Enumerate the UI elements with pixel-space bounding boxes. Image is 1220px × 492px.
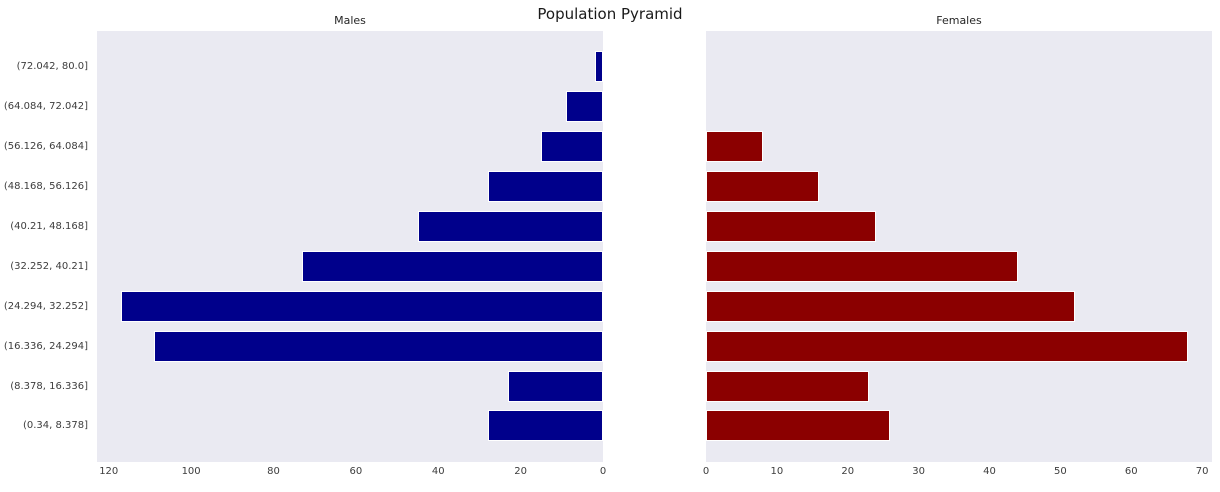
male-bar (565, 91, 603, 123)
female-bar (706, 370, 869, 402)
female-bar (706, 131, 763, 163)
x-tick-label: 20 (841, 466, 855, 477)
bar-row (706, 326, 1212, 366)
age-bin-label: (64.084, 72.042] (3, 101, 88, 113)
bar-row (706, 286, 1212, 326)
female-bar (706, 290, 1075, 322)
female-bar (706, 211, 877, 242)
bar-row (97, 326, 603, 366)
x-tick-label: 0 (599, 466, 607, 477)
x-tick-label: 100 (181, 466, 201, 477)
bar-row (97, 286, 603, 326)
bar-row (706, 366, 1212, 406)
bar-row (706, 167, 1212, 207)
females-x-axis: 0 10 20 30 40 50 60 70 (702, 466, 1212, 480)
age-bin-label: (16.336, 24.294] (3, 340, 88, 352)
x-tick-label: 60 (349, 466, 363, 477)
age-bin-label: (24.294, 32.252] (3, 300, 88, 312)
male-bar (417, 211, 603, 242)
bar-row (97, 246, 603, 286)
male-bar (487, 410, 603, 442)
x-tick-label: 40 (431, 466, 445, 477)
males-subplot-title: Males (334, 14, 366, 27)
x-tick-label: 50 (1053, 466, 1067, 477)
females-plot-area (706, 31, 1212, 462)
females-subplot-title: Females (936, 14, 982, 27)
x-tick-label: 70 (1195, 466, 1209, 477)
bar-row (97, 406, 603, 446)
bar-row (97, 127, 603, 167)
male-bar (508, 370, 603, 402)
male-bar (487, 171, 603, 203)
bar-row (97, 167, 603, 207)
bar-row (97, 207, 603, 247)
bar-row (706, 207, 1212, 247)
bar-row (706, 87, 1212, 127)
age-bin-label: (32.252, 40.21] (10, 260, 88, 272)
males-plot-area (97, 31, 603, 462)
x-tick-label: 0 (702, 466, 710, 477)
female-bar (706, 171, 820, 203)
males-bar-rows (97, 47, 603, 446)
x-tick-label: 60 (1124, 466, 1138, 477)
males-x-axis: 120 100 80 60 40 20 0 (97, 466, 607, 480)
female-bar (706, 330, 1188, 362)
age-bin-label: (48.168, 56.126] (3, 181, 88, 193)
age-bin-label: (40.21, 48.168] (10, 221, 88, 232)
x-tick-label: 120 (99, 466, 119, 477)
bar-row (97, 366, 603, 406)
female-bar (706, 410, 891, 442)
male-bar (121, 290, 603, 322)
x-tick-label: 10 (770, 466, 784, 477)
x-tick-label: 40 (983, 466, 996, 477)
age-bin-label: (72.042, 80.0] (16, 61, 88, 73)
age-bin-label: (0.34, 8.378] (22, 420, 88, 432)
female-bar (706, 250, 1018, 282)
male-bar (541, 131, 603, 163)
females-bar-rows (706, 47, 1212, 446)
x-tick-label: 20 (514, 466, 527, 477)
bar-row (706, 47, 1212, 87)
male-bar (154, 330, 603, 362)
bar-row (97, 47, 603, 87)
x-tick-label: 30 (912, 466, 925, 477)
chart-title: Population Pyramid (537, 5, 683, 23)
bar-row (706, 246, 1212, 286)
male-bar (594, 51, 603, 83)
bar-row (706, 406, 1212, 446)
age-bin-label: (8.378, 16.336] (10, 380, 88, 392)
y-axis-age-bin-labels: (72.042, 80.0] (64.084, 72.042] (56.126, 6… (0, 47, 88, 446)
bar-row (97, 87, 603, 127)
bar-row (706, 127, 1212, 167)
male-bar (302, 250, 603, 282)
x-tick-label: 80 (267, 466, 280, 477)
age-bin-label: (56.126, 64.084] (3, 141, 88, 153)
